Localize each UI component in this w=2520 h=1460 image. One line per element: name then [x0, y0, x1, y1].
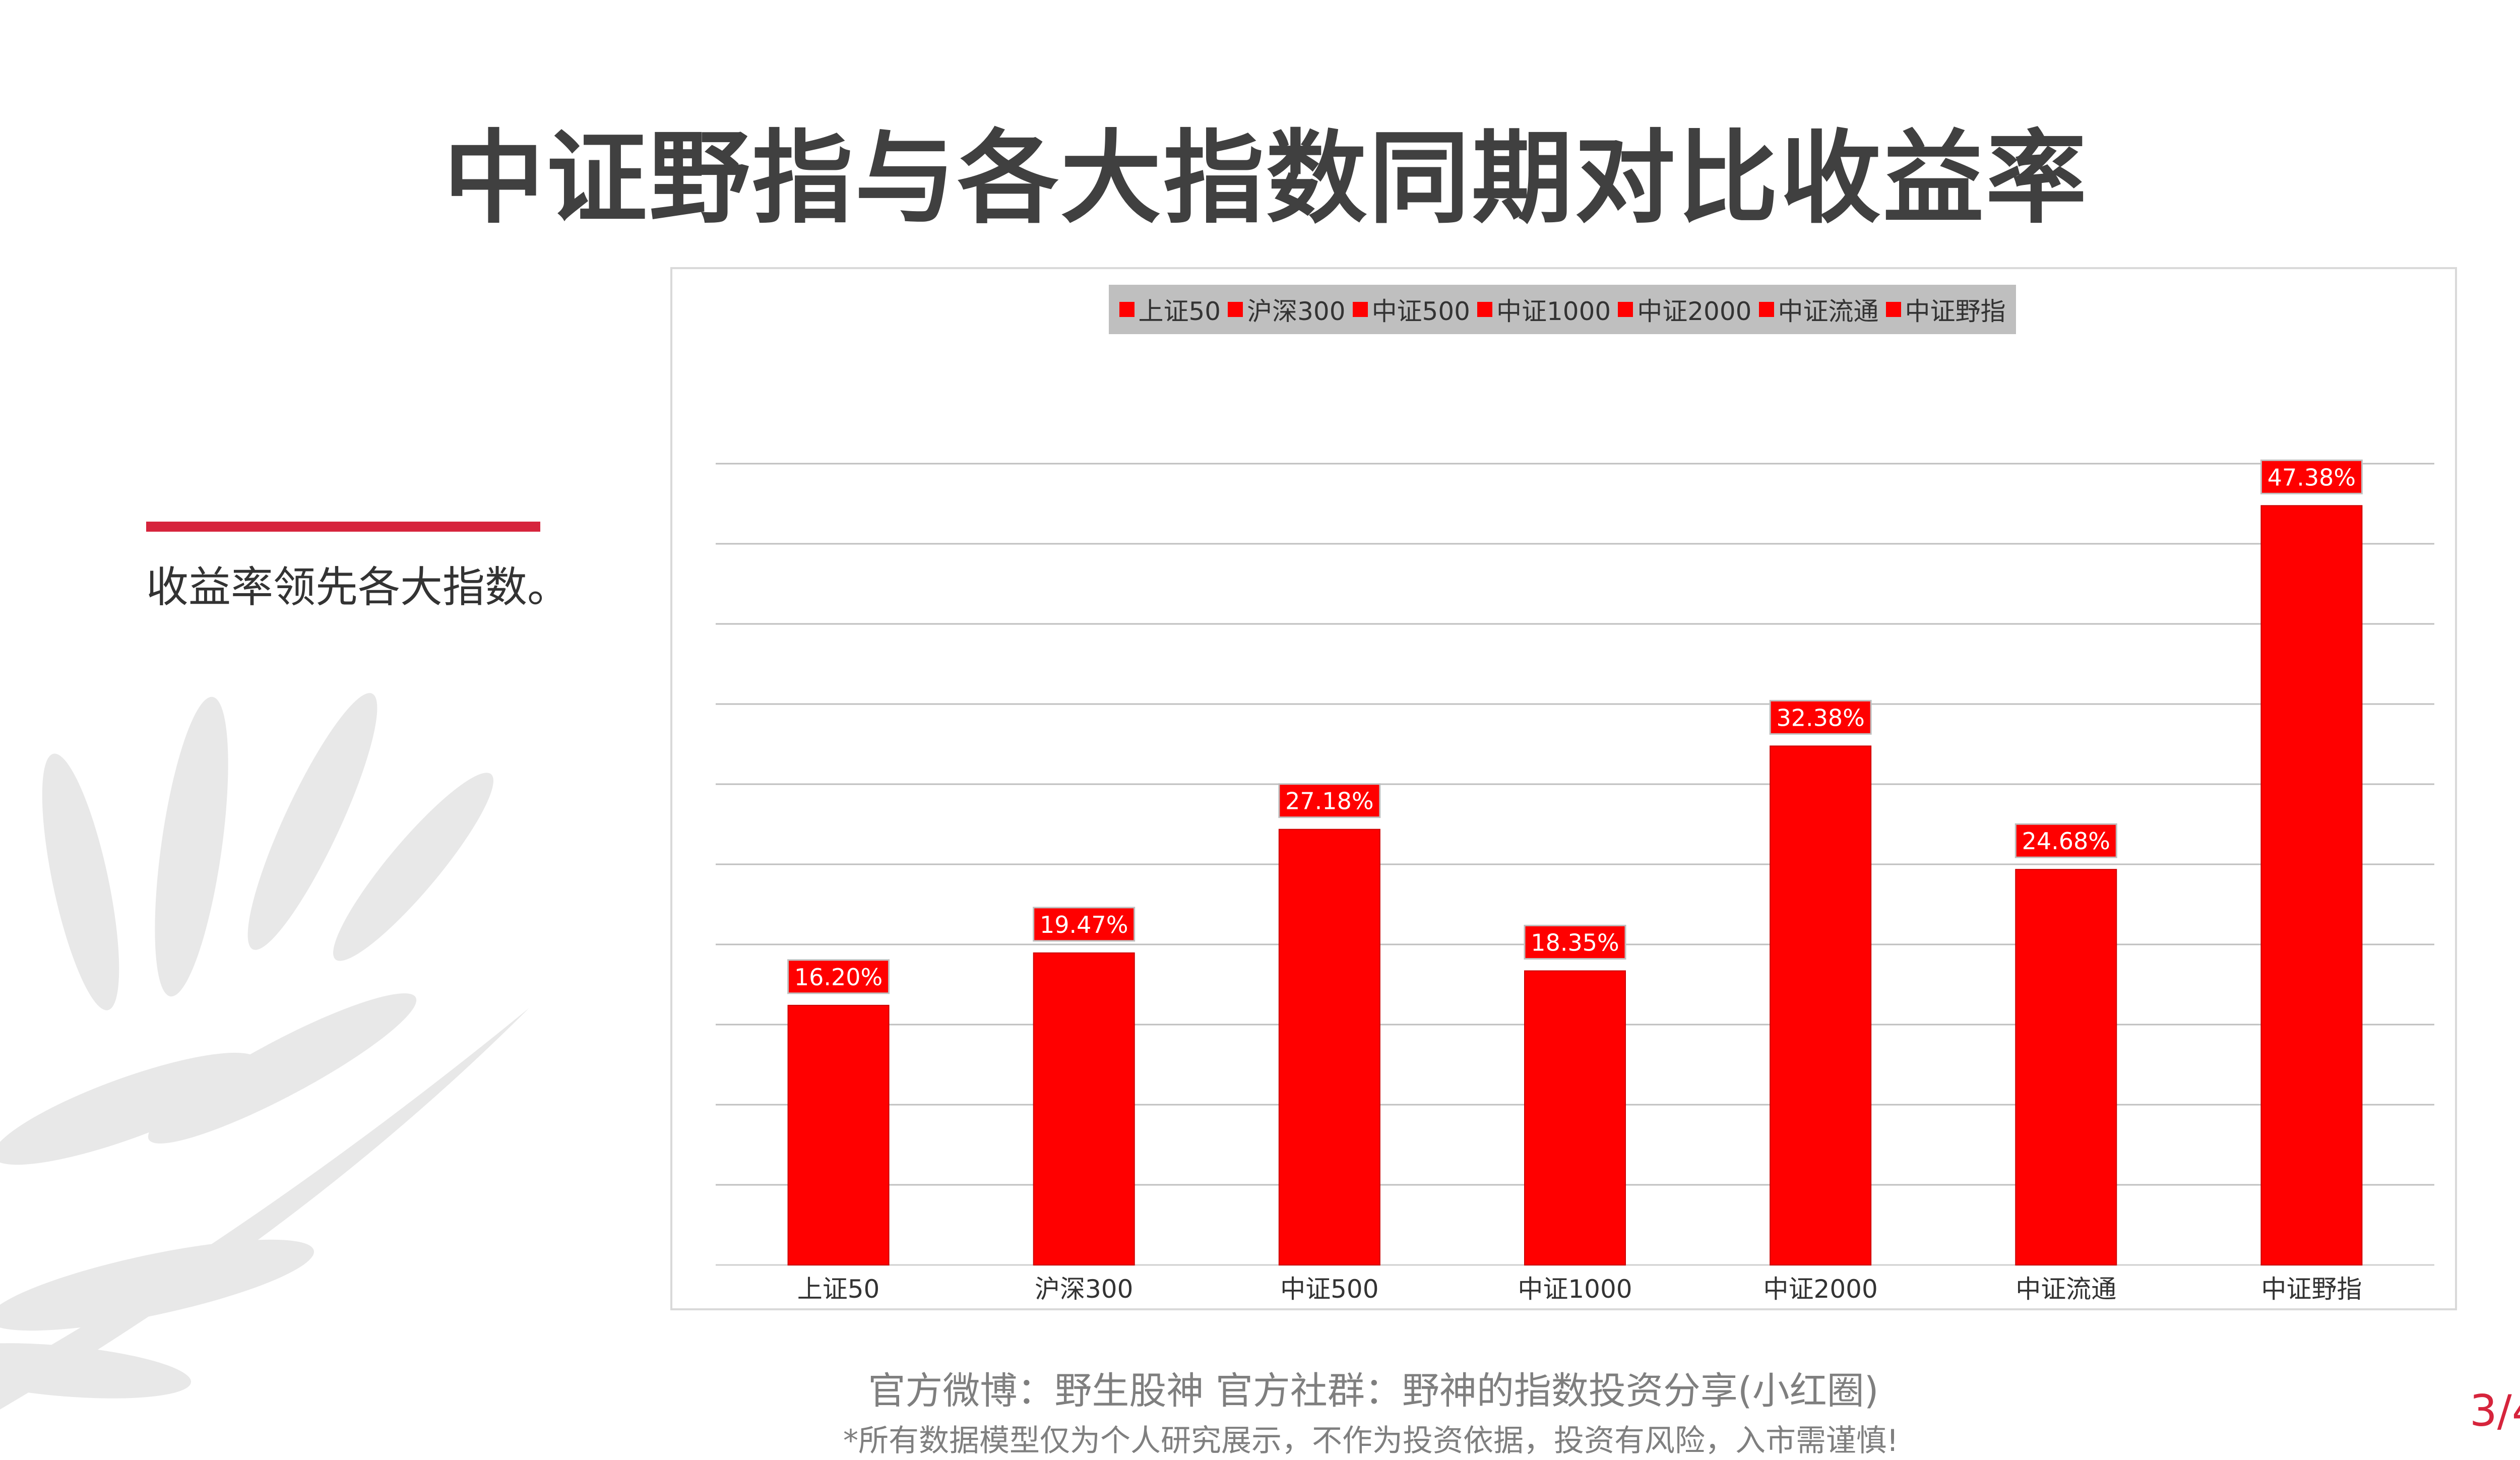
bar-中证流通: [2015, 869, 2117, 1265]
x-tick-label: 中证2000: [1763, 1275, 1878, 1304]
legend-item: 上证50: [1119, 291, 1221, 328]
page-subtitle: 收益率领先各大指数。: [146, 562, 570, 612]
x-tick-label: 中证野指: [2261, 1275, 2362, 1304]
footer-social-info: 官方微博：野生股神 官方社群：野神的指数投资分享(小红圈): [868, 1369, 1879, 1413]
page-number: 3/4: [2470, 1386, 2520, 1436]
legend-item: 中证流通: [1758, 291, 1879, 328]
legend-item: 沪深300: [1228, 291, 1346, 328]
legend-item: 中证2000: [1618, 291, 1752, 328]
legend-label: 中证野指: [1905, 297, 2006, 326]
legend-swatch: [1885, 302, 1901, 317]
legend-label: 中证2000: [1637, 297, 1752, 326]
legend-swatch: [1477, 302, 1492, 317]
data-label: 18.35%: [1531, 929, 1619, 956]
legend-label: 中证1000: [1496, 297, 1611, 326]
bar-中证2000: [1770, 745, 1872, 1265]
data-label: 19.47%: [1040, 911, 1128, 938]
data-label: 24.68%: [2022, 828, 2110, 855]
legend-item: 中证野指: [1885, 291, 2006, 328]
legend-swatch: [1618, 302, 1633, 317]
bar-中证野指: [2260, 505, 2363, 1265]
x-tick-label: 上证50: [797, 1275, 880, 1304]
data-label: 47.38%: [2267, 464, 2356, 491]
legend-label: 沪深300: [1247, 297, 1346, 326]
bar-上证50: [787, 1004, 890, 1265]
legend-swatch: [1228, 302, 1243, 317]
data-label: 16.20%: [794, 964, 883, 991]
bar-中证500: [1278, 829, 1380, 1265]
legend-item: 中证1000: [1477, 291, 1611, 328]
data-label-box: [1524, 924, 1626, 960]
legend-swatch: [1352, 302, 1368, 317]
x-tick-label: 中证500: [1280, 1275, 1378, 1304]
legend-item: 中证500: [1352, 291, 1470, 328]
x-tick-label: 中证1000: [1518, 1275, 1632, 1304]
data-label-box: [1278, 783, 1381, 818]
x-tick-label: 沪深300: [1035, 1275, 1133, 1304]
data-label: 27.18%: [1285, 788, 1373, 815]
chart-legend: 上证50 沪深300 中证500 中证1000 中证2000 中证流通 中证野指: [1109, 285, 2016, 334]
data-label-box: [787, 959, 890, 994]
data-label-box: [2260, 459, 2363, 494]
legend-swatch: [1758, 302, 1774, 317]
footer-disclaimer: *所有数据模型仅为个人研究展示，不作为投资依据，投资有风险，入市需谨慎!: [843, 1423, 1899, 1458]
legend-label: 中证流通: [1778, 297, 1879, 326]
legend-label: 上证50: [1138, 297, 1221, 326]
bar-沪深300: [1033, 952, 1135, 1265]
accent-line: [146, 522, 540, 532]
x-tick-label: 中证流通: [2015, 1275, 2116, 1304]
page-title: 中证野指与各大指数同期对比收益率: [444, 120, 2089, 237]
data-label-box: [1033, 907, 1136, 942]
data-label: 32.38%: [1776, 704, 1864, 731]
legend-swatch: [1119, 302, 1135, 317]
legend-label: 中证500: [1371, 297, 1470, 326]
bar-中证1000: [1524, 970, 1626, 1265]
data-label-box: [1769, 700, 1872, 735]
data-label-box: [2014, 823, 2117, 858]
